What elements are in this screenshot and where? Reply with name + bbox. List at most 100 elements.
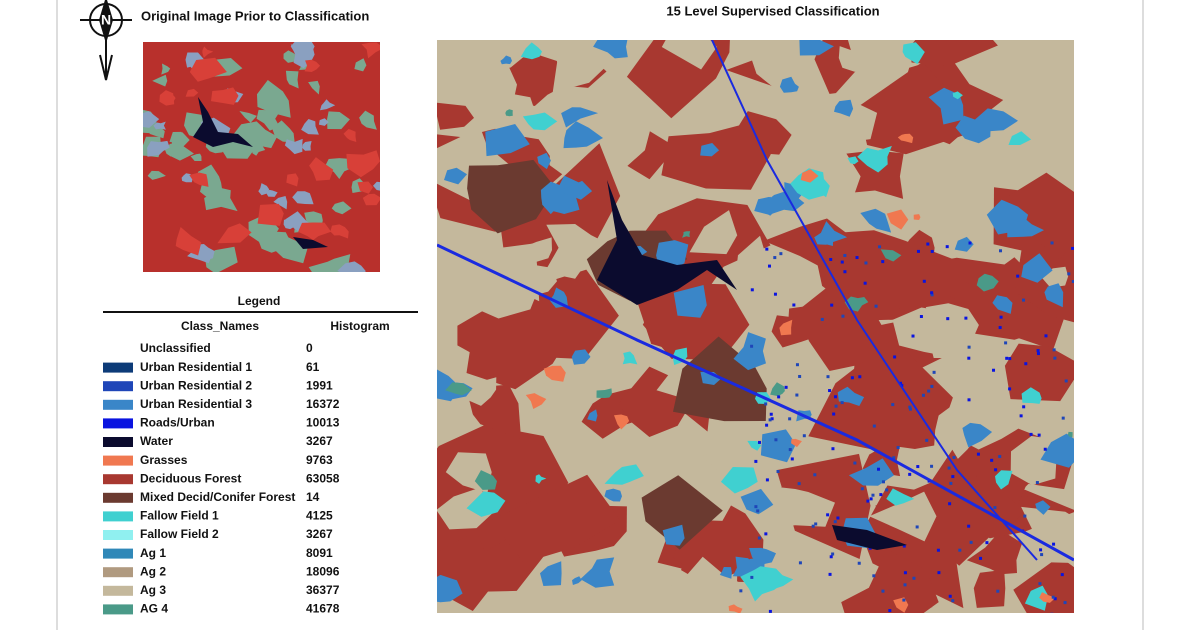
histogram-value: 0 <box>306 341 313 355</box>
land-patch <box>346 150 380 178</box>
land-patch <box>217 223 252 244</box>
urban-dot <box>795 363 799 367</box>
urban-dot <box>832 412 836 416</box>
legend-swatch <box>103 530 133 540</box>
urban-dot <box>1029 432 1033 436</box>
land-patch <box>189 57 227 82</box>
histogram-value: 9763 <box>306 453 333 467</box>
land-patch <box>265 189 278 197</box>
legend-swatch <box>103 437 133 447</box>
land-patch <box>256 109 281 131</box>
land-patch <box>522 112 558 131</box>
land-patch <box>689 210 738 255</box>
land-patch <box>656 240 689 269</box>
land-patch <box>661 40 717 70</box>
land-patch <box>444 167 467 185</box>
land-patch <box>161 63 171 75</box>
urban-dot <box>1053 356 1057 360</box>
land-patch <box>913 214 921 220</box>
urban-dot <box>757 536 761 540</box>
urban-dot <box>896 446 900 450</box>
urban-dot <box>967 524 971 528</box>
land-patch <box>147 170 166 180</box>
urban-dot <box>1022 405 1026 409</box>
urban-dot <box>930 293 934 297</box>
urban-dot <box>915 525 919 529</box>
road <box>437 243 1074 562</box>
land-patch <box>540 561 562 586</box>
class-name: Fallow Field 2 <box>140 527 219 541</box>
histogram-value: 4125 <box>306 509 333 523</box>
urban-dot <box>798 561 802 565</box>
urban-dot <box>858 375 862 379</box>
class-name: Deciduous Forest <box>140 471 241 485</box>
histogram-value: 8091 <box>306 546 333 560</box>
urban-dot <box>1071 280 1074 284</box>
land-patch <box>185 52 205 68</box>
land-patch <box>290 42 315 57</box>
urban-dot <box>1043 447 1047 451</box>
land-patch <box>252 142 266 156</box>
urban-dot <box>881 260 885 264</box>
histogram-value: 16372 <box>306 397 340 411</box>
histogram-value: 41678 <box>306 602 340 616</box>
land-patch <box>273 196 288 210</box>
urban-dot <box>833 520 837 524</box>
urban-dot <box>999 315 1003 319</box>
land-patch <box>445 382 472 396</box>
urban-dot <box>909 407 913 411</box>
land-patch <box>537 152 551 170</box>
urban-dot <box>1071 246 1074 250</box>
land-patch <box>891 401 940 449</box>
urban-dot <box>878 245 882 249</box>
land-patch <box>908 40 998 66</box>
land-patch <box>779 319 793 336</box>
urban-dot <box>1040 553 1044 557</box>
urban-dot <box>967 356 971 360</box>
urban-dot <box>754 505 758 509</box>
land-patch <box>1008 131 1032 145</box>
land-patch <box>540 181 565 215</box>
land-patch <box>966 530 1023 575</box>
urban-dot <box>765 478 769 482</box>
urban-dot <box>930 464 934 468</box>
histogram-value: 3267 <box>306 434 333 448</box>
legend-column-header: Class_Names <box>181 319 259 333</box>
urban-dot <box>1063 601 1067 605</box>
urban-dot <box>902 598 906 602</box>
land-patch <box>330 224 349 239</box>
urban-dot <box>776 469 780 473</box>
land-patch <box>976 273 999 292</box>
land-patch <box>763 486 835 529</box>
land-patch <box>474 470 497 490</box>
land-patch <box>857 145 892 173</box>
urban-dot <box>916 249 920 253</box>
class-name: Ag 2 <box>140 564 166 578</box>
legend-swatch <box>103 381 133 392</box>
urban-dot <box>976 452 980 456</box>
water <box>832 525 907 550</box>
urban-dot <box>948 502 952 506</box>
urban-dot <box>903 571 907 575</box>
land-patch <box>800 169 819 183</box>
urban-dot <box>949 481 953 485</box>
urban-dot <box>860 487 864 491</box>
urban-dot <box>1036 349 1040 353</box>
land-patch <box>736 235 768 283</box>
land-patch <box>166 94 176 105</box>
urban-dot <box>855 256 859 260</box>
land-patch <box>204 188 238 212</box>
land-patch <box>286 173 299 187</box>
original-title: Original Image Prior to Classification <box>141 8 369 23</box>
legend-swatch <box>103 567 133 578</box>
land-patch <box>596 388 612 398</box>
land-patch <box>1067 431 1073 438</box>
land-patch <box>153 121 166 130</box>
urban-dot <box>1064 379 1068 383</box>
land-patch <box>557 180 593 200</box>
urban-dot <box>898 381 902 385</box>
land-patch <box>858 62 984 155</box>
land-patch <box>143 111 160 128</box>
urban-dot <box>826 513 830 517</box>
legend-swatch <box>103 399 133 410</box>
